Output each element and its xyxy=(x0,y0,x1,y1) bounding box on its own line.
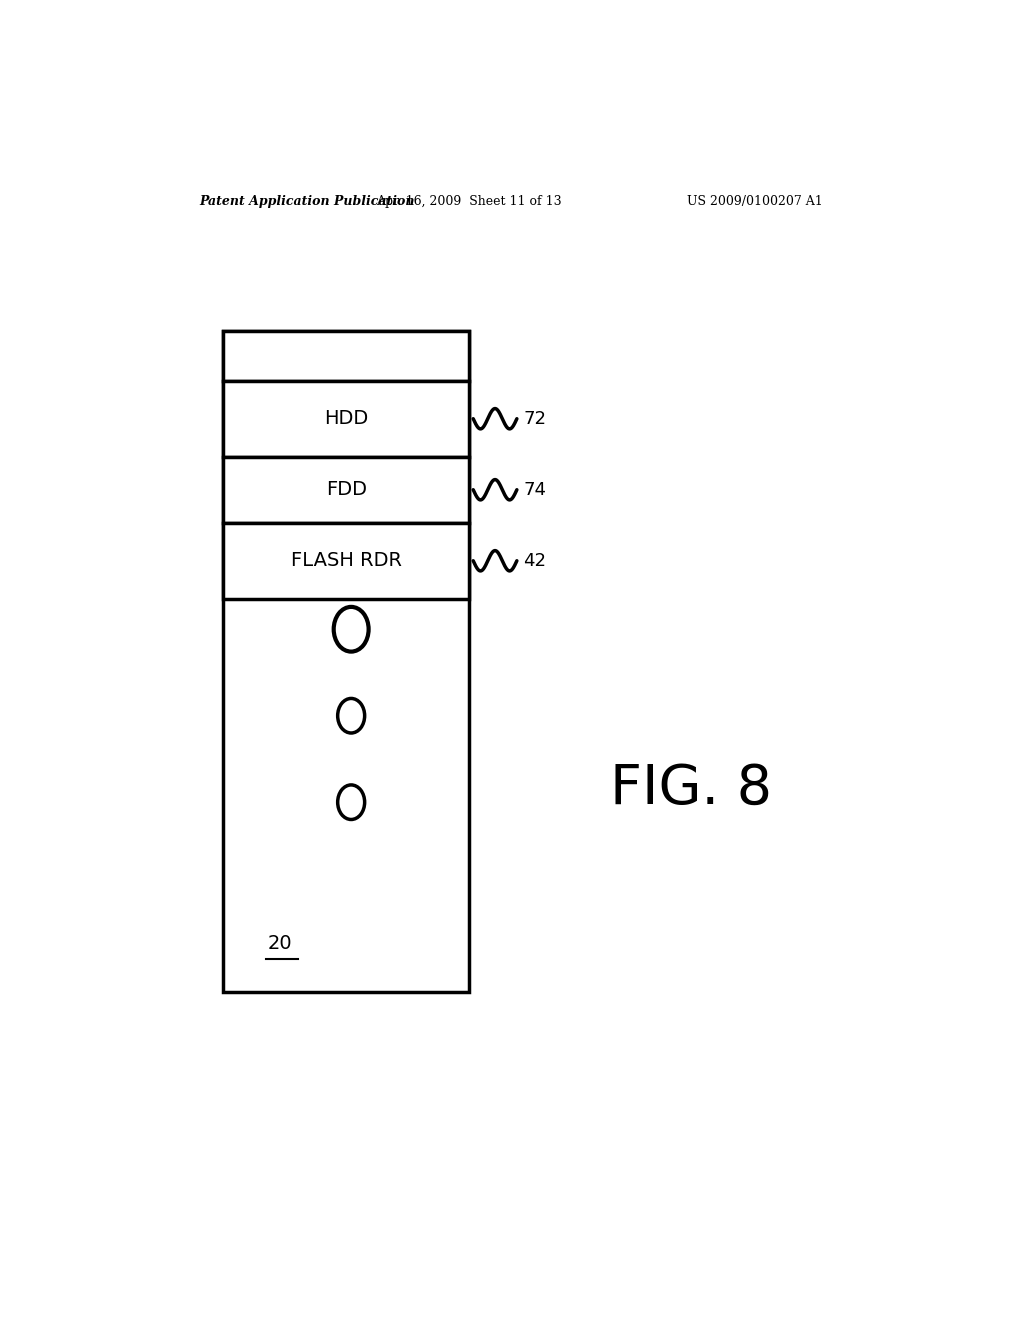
Bar xyxy=(223,523,469,599)
Bar xyxy=(223,331,469,991)
Text: FIG. 8: FIG. 8 xyxy=(610,762,772,816)
Text: 72: 72 xyxy=(523,409,546,428)
Text: Patent Application Publication: Patent Application Publication xyxy=(200,194,415,207)
Text: HDD: HDD xyxy=(325,409,369,428)
Text: 74: 74 xyxy=(523,480,546,499)
Bar xyxy=(223,331,469,380)
Bar xyxy=(223,457,469,523)
Text: 42: 42 xyxy=(523,552,546,570)
Text: Apr. 16, 2009  Sheet 11 of 13: Apr. 16, 2009 Sheet 11 of 13 xyxy=(377,194,562,207)
Text: FDD: FDD xyxy=(326,480,367,499)
Text: FLASH RDR: FLASH RDR xyxy=(291,552,401,570)
Bar xyxy=(223,380,469,457)
Text: 20: 20 xyxy=(267,933,292,953)
Text: US 2009/0100207 A1: US 2009/0100207 A1 xyxy=(687,194,823,207)
